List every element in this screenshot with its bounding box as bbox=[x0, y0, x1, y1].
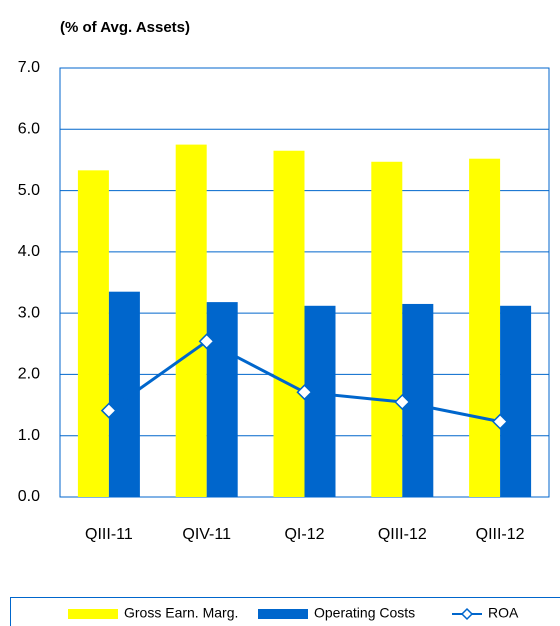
legend-marker bbox=[460, 607, 474, 621]
legend-label: ROA bbox=[488, 605, 519, 621]
bar bbox=[304, 305, 336, 497]
line-marker bbox=[100, 402, 117, 419]
x-tick-label: QIII-12 bbox=[476, 526, 525, 543]
y-tick-label: 6.0 bbox=[18, 121, 40, 138]
line-marker bbox=[394, 393, 411, 411]
legend-swatch bbox=[68, 609, 118, 619]
y-tick-label: 1.0 bbox=[18, 427, 40, 444]
chart-title: (% of Avg. Assets) bbox=[60, 19, 190, 36]
y-tick-label: 0.0 bbox=[18, 488, 40, 505]
y-tick-label: 3.0 bbox=[18, 304, 40, 321]
y-tick-label: 2.0 bbox=[18, 366, 40, 383]
bar bbox=[175, 144, 207, 497]
bar bbox=[371, 161, 403, 497]
x-tick-label: QIV-11 bbox=[182, 526, 231, 543]
legend-swatch bbox=[258, 609, 308, 619]
x-tick-label: QI-12 bbox=[284, 526, 324, 543]
legend-label: Operating Costs bbox=[314, 605, 415, 621]
y-tick-label: 5.0 bbox=[18, 182, 40, 199]
line-marker bbox=[492, 413, 509, 430]
bar bbox=[77, 170, 109, 497]
legend-box bbox=[10, 597, 560, 626]
bar bbox=[500, 305, 532, 497]
legend-label: Gross Earn. Marg. bbox=[124, 605, 238, 621]
line-marker bbox=[296, 384, 313, 401]
bar bbox=[108, 291, 140, 497]
x-tick-label: QIII-12 bbox=[378, 526, 427, 543]
bar bbox=[206, 302, 238, 497]
x-tick-label: QIII-11 bbox=[85, 526, 133, 543]
bar bbox=[273, 150, 305, 497]
bar bbox=[469, 158, 501, 497]
y-tick-label: 4.0 bbox=[18, 243, 40, 260]
y-tick-label: 7.0 bbox=[18, 59, 40, 76]
line-marker bbox=[198, 333, 215, 350]
